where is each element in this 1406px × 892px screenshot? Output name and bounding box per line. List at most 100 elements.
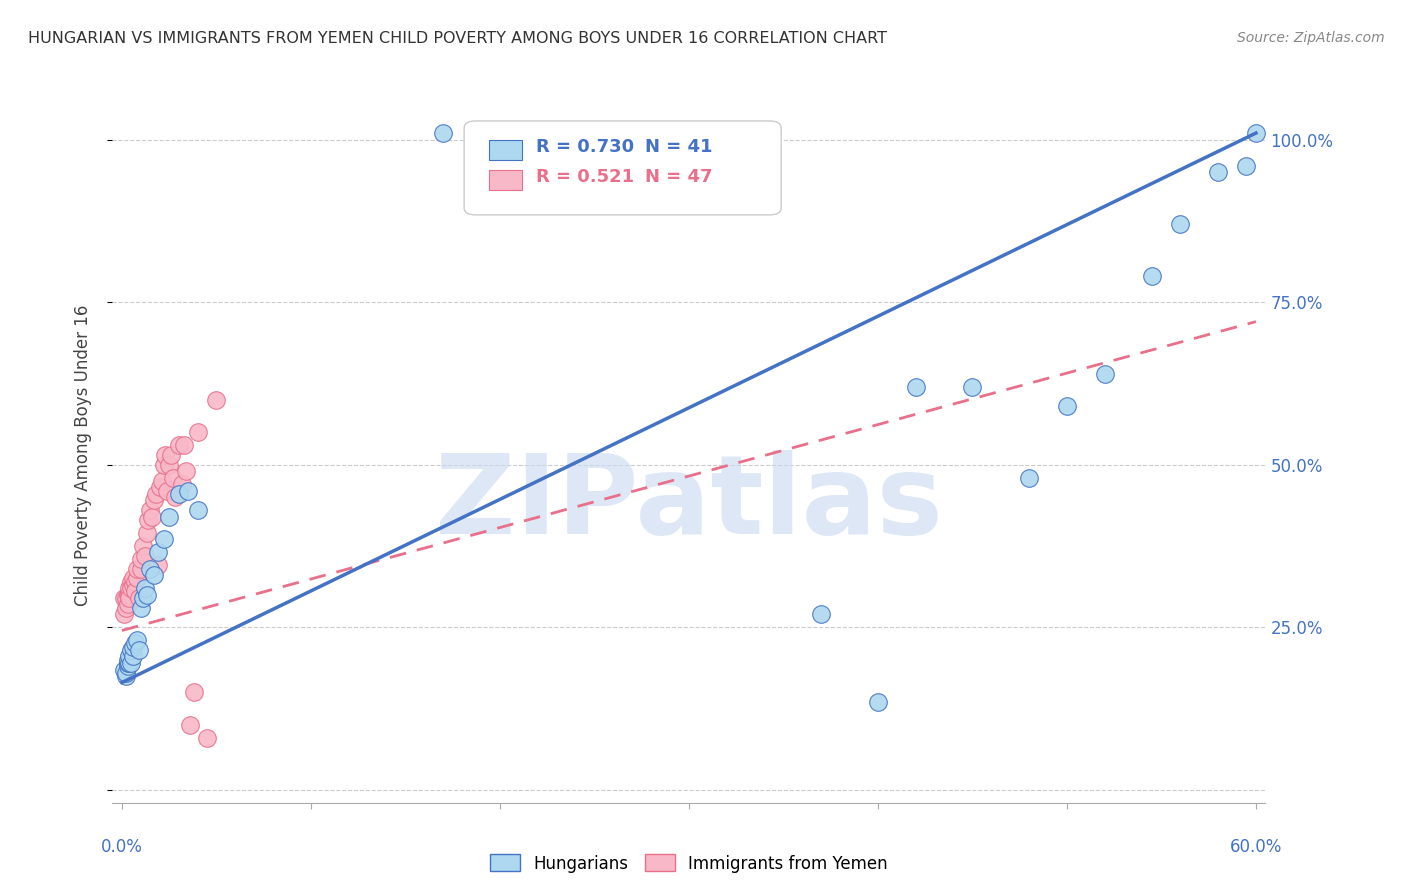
Point	[134, 581, 156, 595]
Point	[122, 649, 145, 664]
Point	[120, 656, 142, 670]
Text: Source: ZipAtlas.com: Source: ZipAtlas.com	[1237, 31, 1385, 45]
Point	[160, 448, 183, 462]
Point	[1236, 159, 1258, 173]
Point	[432, 126, 454, 140]
Point	[172, 477, 194, 491]
Point	[143, 568, 166, 582]
Point	[157, 458, 180, 472]
Point	[118, 649, 141, 664]
Point	[117, 653, 139, 667]
Point	[155, 448, 177, 462]
Point	[114, 665, 136, 680]
Point	[122, 578, 145, 592]
Point	[1170, 217, 1192, 231]
Point	[124, 636, 146, 650]
Point	[114, 669, 136, 683]
Point	[810, 607, 832, 622]
Point	[489, 126, 512, 140]
Point	[125, 562, 148, 576]
Point	[149, 480, 172, 494]
Point	[1244, 126, 1267, 140]
Point	[162, 471, 184, 485]
Point	[179, 718, 201, 732]
FancyBboxPatch shape	[464, 121, 782, 215]
Point	[124, 574, 146, 589]
Point	[112, 663, 135, 677]
Point	[962, 379, 984, 393]
Point	[120, 574, 142, 589]
Point	[163, 490, 186, 504]
Point	[128, 643, 150, 657]
Text: N = 41: N = 41	[645, 137, 713, 156]
Point	[118, 591, 141, 605]
Point	[139, 503, 162, 517]
Point	[117, 656, 139, 670]
Point	[156, 483, 179, 498]
Point	[120, 581, 142, 595]
Point	[132, 539, 155, 553]
Point	[129, 552, 152, 566]
Point	[1206, 165, 1229, 179]
FancyBboxPatch shape	[489, 140, 522, 160]
Point	[1018, 471, 1040, 485]
Point	[129, 562, 152, 576]
Point	[152, 458, 174, 472]
Text: 60.0%: 60.0%	[1230, 838, 1282, 855]
Point	[125, 633, 148, 648]
Text: 0.0%: 0.0%	[101, 838, 143, 855]
Point	[186, 503, 208, 517]
Text: N = 47: N = 47	[645, 168, 713, 186]
Point	[112, 591, 135, 605]
FancyBboxPatch shape	[489, 170, 522, 190]
Point	[135, 588, 157, 602]
Point	[139, 562, 162, 576]
Point	[125, 572, 148, 586]
Text: R = 0.521: R = 0.521	[536, 168, 634, 186]
Point	[174, 464, 197, 478]
Point	[167, 487, 190, 501]
Point	[138, 513, 160, 527]
Point	[114, 591, 136, 605]
Point	[114, 600, 136, 615]
Point	[117, 598, 139, 612]
Point	[205, 392, 228, 407]
Point	[183, 685, 205, 699]
Point	[152, 533, 174, 547]
Point	[122, 572, 145, 586]
Point	[122, 640, 145, 654]
Point	[146, 545, 169, 559]
Point	[129, 600, 152, 615]
Point	[118, 656, 141, 670]
Point	[195, 731, 218, 745]
Text: ZIPatlas: ZIPatlas	[434, 450, 943, 558]
Point	[135, 525, 157, 540]
Point	[118, 581, 141, 595]
Point	[143, 493, 166, 508]
Point	[132, 591, 155, 605]
Point	[167, 438, 190, 452]
Point	[157, 509, 180, 524]
Point	[118, 588, 141, 602]
Text: HUNGARIAN VS IMMIGRANTS FROM YEMEN CHILD POVERTY AMONG BOYS UNDER 16 CORRELATION: HUNGARIAN VS IMMIGRANTS FROM YEMEN CHILD…	[28, 31, 887, 46]
Point	[173, 438, 195, 452]
Point	[177, 483, 200, 498]
Point	[186, 425, 208, 439]
Point	[117, 659, 139, 673]
Legend: Hungarians, Immigrants from Yemen: Hungarians, Immigrants from Yemen	[484, 847, 894, 880]
Point	[141, 509, 163, 524]
Point	[120, 643, 142, 657]
Point	[146, 558, 169, 573]
Point	[1094, 367, 1116, 381]
Point	[866, 695, 889, 709]
Point	[124, 584, 146, 599]
Point	[145, 487, 167, 501]
Point	[117, 588, 139, 602]
Point	[112, 607, 135, 622]
Point	[134, 549, 156, 563]
Point	[1056, 399, 1078, 413]
Text: R = 0.730: R = 0.730	[536, 137, 634, 156]
Point	[1140, 269, 1163, 284]
Y-axis label: Child Poverty Among Boys Under 16: Child Poverty Among Boys Under 16	[73, 304, 91, 606]
Point	[150, 474, 173, 488]
